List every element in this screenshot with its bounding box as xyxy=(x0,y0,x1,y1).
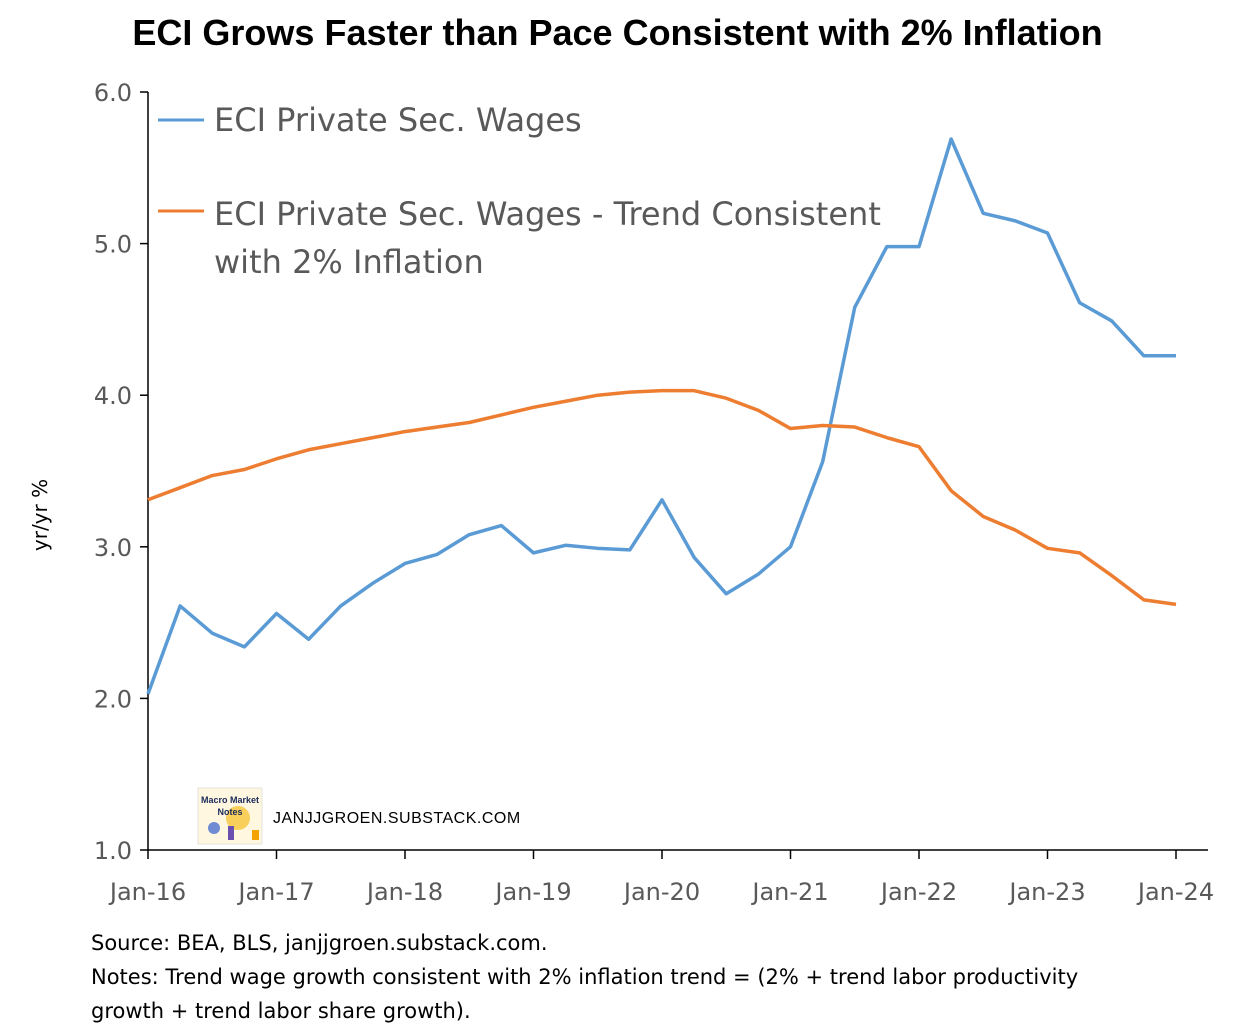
legend-label-trend-line1: ECI Private Sec. Wages - Trend Consisten… xyxy=(214,195,881,233)
series-group xyxy=(146,137,1177,695)
y-tick-label: 1.0 xyxy=(94,837,132,865)
chart-title: ECI Grows Faster than Pace Consistent wi… xyxy=(132,12,1103,53)
y-tick-label: 4.0 xyxy=(94,382,132,410)
x-tick-label: Jan-19 xyxy=(493,878,571,906)
axes xyxy=(147,92,1208,851)
y-ticks: 1.0 2.0 3.0 4.0 5.0 6.0 xyxy=(94,79,148,865)
notes-line-1: Notes: Trend wage growth consistent with… xyxy=(91,965,1079,989)
y-tick-label: 3.0 xyxy=(94,534,132,562)
svg-text:Notes: Notes xyxy=(217,807,242,817)
watermark-site: JANJJGROEN.SUBSTACK.COM xyxy=(273,810,521,827)
x-tick-label: Jan-17 xyxy=(236,878,314,906)
line-chart: 1.02.03.04.05.06.0 Jan-16 Jan-17 Jan-18 Jan… xyxy=(28,79,1214,906)
x-tick-label: Jan-22 xyxy=(879,878,957,906)
y-tick-label: 2.0 xyxy=(94,685,132,713)
notes-line-2: growth + trend labor share growth). xyxy=(91,999,471,1023)
source-note: Source: BEA, BLS, janjjgroen.substack.co… xyxy=(91,931,548,955)
x-tick-label: Jan-23 xyxy=(1007,878,1085,906)
x-ticks: Jan-16 Jan-17 Jan-18 Jan-19 Jan-20 Jan-21 Jan-… xyxy=(108,850,1214,906)
legend-label-eci-wages: ECI Private Sec. Wages xyxy=(214,101,582,139)
legend-label-trend-line2: with 2% Inflation xyxy=(214,243,484,281)
watermark: Macro Market Notes JANJJGROEN.SUBSTACK.C… xyxy=(197,787,521,845)
legend: ECI Private Sec. Wages ECI Private Sec. … xyxy=(158,101,881,281)
y-axis-label: yr/yr % xyxy=(28,479,52,551)
svg-text:Macro Market: Macro Market xyxy=(201,795,259,805)
x-tick-label: Jan-16 xyxy=(108,878,186,906)
x-tick-label: Jan-21 xyxy=(750,878,828,906)
x-tick-label: Jan-20 xyxy=(622,878,700,906)
series-line-eci-wages xyxy=(146,137,1176,695)
notes: Source: BEA, BLS, janjjgroen.substack.co… xyxy=(91,926,1211,1028)
x-tick-label: Jan-24 xyxy=(1136,878,1214,906)
watermark-logo: Macro Market Notes xyxy=(197,787,263,845)
x-tick-label: Jan-18 xyxy=(365,878,443,906)
series-line-trend xyxy=(147,388,1177,607)
y-tick-label: 6.0 xyxy=(94,79,132,107)
y-tick-label: 5.0 xyxy=(94,231,132,259)
